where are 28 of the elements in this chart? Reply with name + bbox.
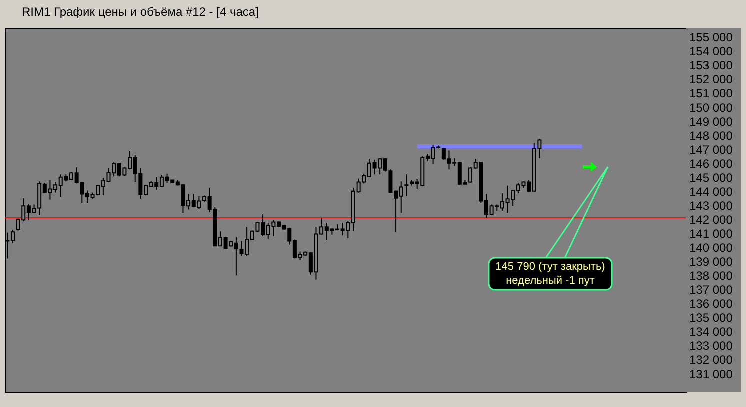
y-tick-label: 142 000: [690, 212, 734, 227]
y-tick-label: 132 000: [690, 353, 734, 368]
y-tick-label: 155 000: [690, 30, 734, 45]
y-tick-label: 131 000: [690, 367, 734, 382]
y-tick-label: 133 000: [690, 339, 734, 354]
y-tick-label: 150 000: [690, 100, 734, 115]
y-tick-label: 147 000: [690, 142, 734, 157]
y-tick-label: 137 000: [690, 283, 734, 298]
y-tick-label: 140 000: [690, 241, 734, 256]
chart-title: RIM1 График цены и объёма #12 - [4 часа]: [22, 5, 259, 19]
y-tick-label: 141 000: [690, 226, 734, 241]
y-tick-label: 139 000: [690, 255, 734, 270]
y-tick-label: 151 000: [690, 86, 734, 101]
candlestick: [404, 174, 409, 197]
y-tick-label: 146 000: [690, 156, 734, 171]
y-tick-label: 136 000: [690, 297, 734, 312]
y-tick-label: 143 000: [690, 198, 734, 213]
annotation: 145 790 (тут закрыть) недельный -1 пут: [496, 261, 606, 287]
y-tick-label: 152 000: [690, 72, 734, 87]
y-tick-label: 135 000: [690, 311, 734, 326]
y-tick-label: 149 000: [690, 114, 734, 129]
y-tick-label: 144 000: [690, 184, 734, 199]
y-tick-label: 148 000: [690, 128, 734, 143]
y-tick-label: 134 000: [690, 325, 734, 340]
y-tick-label: 154 000: [690, 44, 734, 59]
y-tick-label: 138 000: [690, 269, 734, 284]
y-tick-label: 145 000: [690, 170, 734, 185]
y-tick-label: 153 000: [690, 58, 734, 73]
